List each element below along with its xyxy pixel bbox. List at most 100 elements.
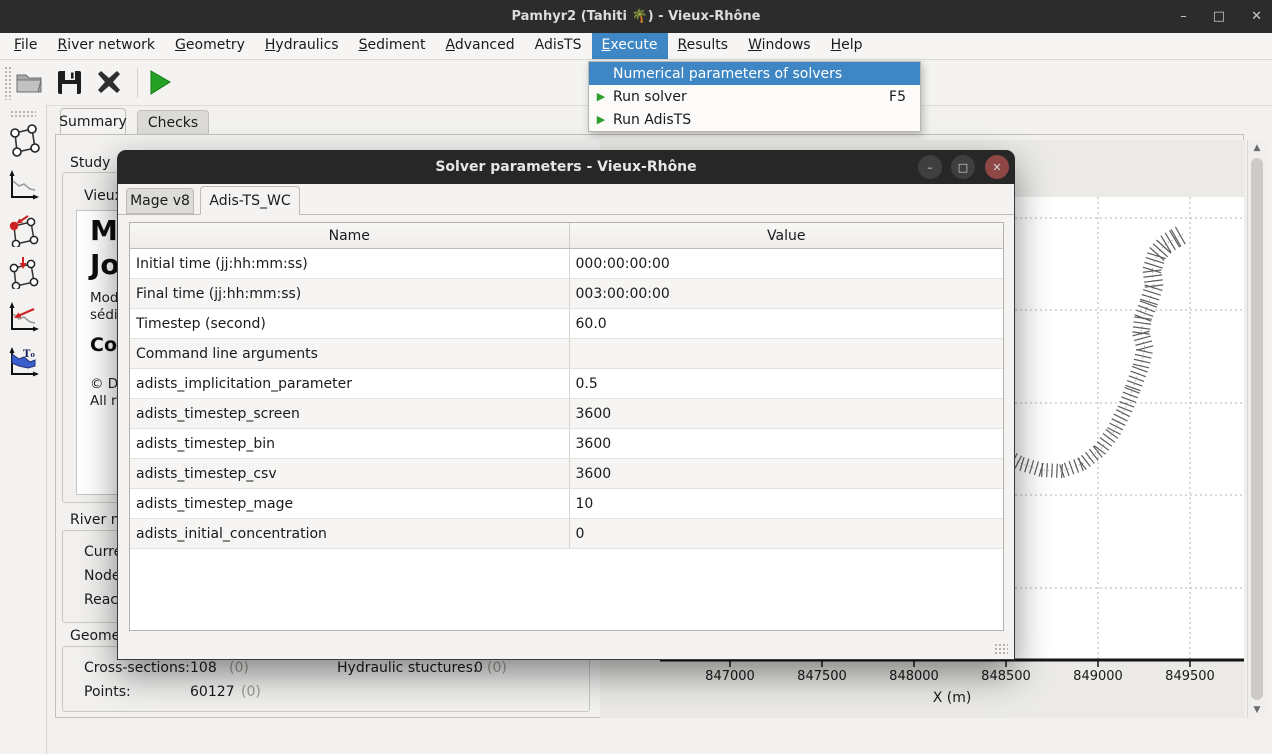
toolbar-grip[interactable]	[4, 66, 12, 100]
scroll-up-icon[interactable]: ▲	[1253, 143, 1261, 153]
param-name-cell[interactable]: adists_timestep_csv	[130, 458, 570, 489]
tab-checks-label: Checks	[147, 115, 199, 131]
menu-advanced[interactable]: Advanced	[445, 37, 515, 53]
dialog-tabline	[118, 214, 1014, 215]
param-value-cell[interactable]: 3600	[569, 458, 1003, 489]
param-name-cell[interactable]: adists_initial_concentration	[130, 518, 570, 549]
menu-help[interactable]: Help	[830, 37, 863, 53]
param-name-cell[interactable]: adists_timestep_screen	[130, 398, 570, 429]
menu-item-numerical-parameters-of-solvers[interactable]: Numerical parameters of solvers	[589, 62, 920, 85]
param-name-cell[interactable]: Final time (jj:hh:mm:ss)	[130, 278, 570, 309]
execute-menu: Numerical parameters of solvers ▶ Run solv…	[588, 61, 921, 132]
param-value-cell[interactable]: 3600	[569, 398, 1003, 429]
menu-item-label: Numerical parameters of solvers	[613, 65, 843, 82]
param-name-cell[interactable]: adists_timestep_bin	[130, 428, 570, 459]
profile-chart-tool-button[interactable]	[4, 167, 42, 205]
param-value-cell[interactable]	[569, 338, 1003, 369]
param-value-cell[interactable]: 0	[569, 518, 1003, 549]
points-label: Points:	[84, 684, 131, 700]
table-row[interactable]: adists_timestep_mage 10	[130, 488, 1003, 519]
param-name-cell[interactable]: Timestep (second)	[130, 308, 570, 339]
dialog-tab-mage[interactable]: Mage v8	[126, 188, 194, 214]
param-name-cell[interactable]: Command line arguments	[130, 338, 570, 369]
toolbar-separator	[137, 68, 138, 98]
about-copyright: © D	[90, 376, 119, 392]
table-row[interactable]: Timestep (second) 60.0	[130, 308, 1003, 339]
param-value-cell[interactable]: 10	[569, 488, 1003, 519]
river-network-tool-button[interactable]	[4, 121, 42, 159]
param-value-cell[interactable]: 0.5	[569, 368, 1003, 399]
window-close-button[interactable]: ✕	[1251, 9, 1262, 24]
column-header-value[interactable]: Value	[569, 223, 1003, 249]
dialog-tab-adists[interactable]: Adis-TS_WC	[200, 186, 300, 215]
play-icon	[150, 70, 171, 95]
menu-river-network[interactable]: River network	[57, 37, 156, 53]
save-button[interactable]	[52, 65, 86, 99]
hydraulic-structures-value: 0	[474, 660, 483, 676]
svg-text:T₀: T₀	[23, 349, 35, 360]
table-row[interactable]: Command line arguments	[130, 338, 1003, 369]
dialog-tab-adists-label: Adis-TS_WC	[209, 192, 291, 209]
table-row[interactable]: Initial time (jj:hh:mm:ss) 000:00:00:00	[130, 248, 1003, 279]
river-network-row3: Reac	[84, 592, 118, 608]
param-value-cell[interactable]: 000:00:00:00	[569, 248, 1003, 279]
about-heading2: Jo	[90, 248, 120, 281]
lateral-contributions-tool-button[interactable]	[4, 253, 42, 291]
param-name-cell[interactable]: Initial time (jj:hh:mm:ss)	[130, 248, 570, 279]
network-icon	[10, 124, 40, 157]
tab-summary[interactable]: Summary	[59, 108, 127, 135]
t0-conditions-tool-button[interactable]: T₀	[4, 344, 42, 382]
dialog-titlebar[interactable]: Solver parameters - Vieux-Rhône	[117, 150, 1015, 184]
table-row[interactable]: Final time (jj:hh:mm:ss) 003:00:00:00	[130, 278, 1003, 309]
param-value-cell[interactable]: 003:00:00:00	[569, 278, 1003, 309]
column-header-name[interactable]: Name	[130, 223, 570, 249]
svg-text:847500: 847500	[797, 669, 847, 684]
boundary-conditions-tool-button[interactable]	[4, 211, 42, 249]
menu-item-run-adists[interactable]: ▶ Run AdisTS	[589, 108, 920, 131]
param-value-cell[interactable]: 60.0	[569, 308, 1003, 339]
parameters-table: Name Value Initial time (jj:hh:mm:ss) 000…	[130, 223, 1003, 549]
dialog-resize-grip[interactable]	[994, 643, 1008, 655]
run-button[interactable]	[142, 65, 176, 99]
dialog-body: Mage v8 Adis-TS_WC Name Value Initial ti…	[117, 184, 1015, 660]
scrollbar-thumb[interactable]	[1251, 158, 1263, 700]
sidebar-grip[interactable]	[10, 110, 36, 118]
window-maximize-button[interactable]: □	[1212, 9, 1226, 24]
menu-file[interactable]: File	[14, 37, 38, 53]
svg-text:849500: 849500	[1165, 669, 1215, 684]
menu-adists[interactable]: AdisTS	[534, 37, 582, 53]
dialog-maximize-button[interactable]: □	[951, 155, 975, 179]
menu-item-run-solver[interactable]: ▶ Run solver F5	[589, 85, 920, 108]
about-rights: All r	[90, 393, 117, 409]
window-title: Pamhyr2 (Tahiti 🌴) - Vieux-Rhône	[511, 9, 761, 24]
menu-results[interactable]: Results	[677, 37, 729, 53]
param-value-cell[interactable]: 3600	[569, 428, 1003, 459]
menu-hydraulics[interactable]: Hydraulics	[264, 37, 339, 53]
tab-checks[interactable]: Checks	[137, 110, 209, 135]
window-minimize-button[interactable]: –	[1180, 9, 1187, 24]
chart-arrow-icon	[9, 302, 39, 332]
initial-conditions-tool-button[interactable]	[4, 299, 42, 337]
table-row[interactable]: adists_implicitation_parameter 0.5	[130, 368, 1003, 399]
cross-sections-value: 108	[190, 660, 217, 676]
menu-geometry[interactable]: Geometry	[175, 37, 245, 53]
svg-text:848000: 848000	[889, 669, 939, 684]
dialog-minimize-button[interactable]: –	[918, 155, 942, 179]
menubar: File River network Geometry Hydraulics Sedim…	[0, 33, 1272, 60]
open-button[interactable]	[12, 65, 46, 99]
table-row[interactable]: adists_timestep_screen 3600	[130, 398, 1003, 429]
param-name-cell[interactable]: adists_implicitation_parameter	[130, 368, 570, 399]
left-toolbar: T₀	[0, 105, 47, 754]
dialog-close-button[interactable]: ✕	[985, 155, 1009, 179]
table-row[interactable]: adists_timestep_bin 3600	[130, 428, 1003, 459]
menu-execute[interactable]: Execute	[591, 33, 668, 59]
menu-windows[interactable]: Windows	[748, 37, 811, 53]
param-name-cell[interactable]: adists_timestep_mage	[130, 488, 570, 519]
table-row[interactable]: adists_initial_concentration 0	[130, 518, 1003, 549]
scroll-down-icon[interactable]: ▼	[1253, 705, 1261, 715]
table-row[interactable]: adists_timestep_csv 3600	[130, 458, 1003, 489]
study-group-label: Study	[70, 155, 111, 171]
close-study-button[interactable]	[92, 65, 126, 99]
menu-sediment[interactable]: Sediment	[358, 37, 426, 53]
vertical-scrollbar[interactable]: ▲ ▼	[1247, 140, 1266, 718]
